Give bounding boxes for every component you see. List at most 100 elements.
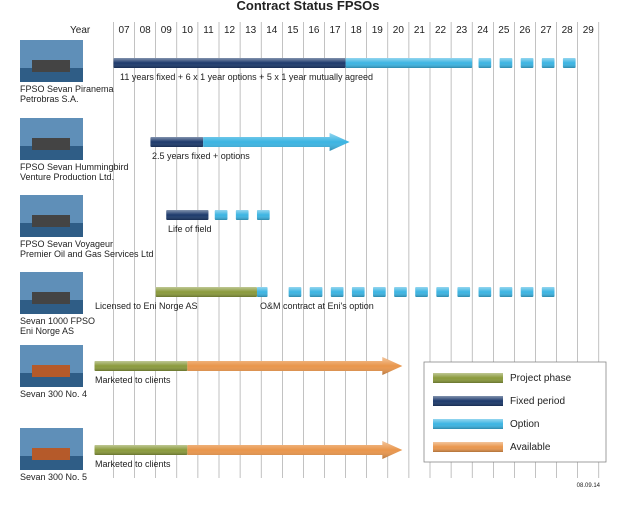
x-tick-label: 09	[161, 25, 173, 36]
x-tick-label: 10	[182, 25, 194, 36]
date: 08.09.14	[577, 483, 601, 489]
bar-segment	[113, 58, 346, 68]
bar-segment	[436, 287, 449, 297]
bar-note: Licensed to Eni Norge AS	[95, 301, 198, 311]
x-tick-label: 25	[498, 25, 510, 36]
row-label: FPSO Sevan Piranema	[20, 84, 114, 94]
bar-gloss	[187, 441, 403, 459]
bar-gloss	[288, 287, 302, 297]
x-tick-label: 16	[308, 25, 320, 36]
x-tick-label: 23	[456, 25, 468, 36]
legend-label: Fixed period	[510, 396, 565, 407]
x-tick-label: 27	[540, 25, 552, 36]
chart-title: Contract Status FPSOs	[236, 0, 379, 13]
bar-segment	[94, 445, 188, 455]
bar-segment	[94, 361, 188, 371]
x-tick-label: 28	[562, 25, 574, 36]
bar-gloss	[520, 58, 534, 68]
x-tick-label: 26	[519, 25, 531, 36]
bar-gloss	[415, 287, 428, 297]
bar-gloss	[150, 137, 204, 147]
bar-segment	[256, 210, 270, 220]
legend-label: Available	[510, 442, 551, 453]
bar-segment	[345, 58, 473, 68]
vessel-hull	[32, 292, 70, 304]
row-label: Eni Norge AS	[20, 326, 74, 336]
bar-segment	[256, 287, 268, 297]
bar-segment	[499, 58, 513, 68]
bar-note: 11 years fixed + 6 x 1 year options + 5 …	[120, 72, 373, 82]
vessel-hull	[32, 365, 70, 377]
x-tick-label: 22	[435, 25, 447, 36]
x-tick-label: 19	[372, 25, 384, 36]
bar-segment	[351, 287, 365, 297]
legend-gloss	[433, 419, 503, 429]
bar-gloss	[373, 287, 386, 297]
bar-segment	[520, 287, 534, 297]
x-tick-label: 20	[393, 25, 405, 36]
bar-gloss	[256, 210, 270, 220]
vessel-hull	[32, 215, 70, 227]
vessel-hull	[32, 138, 70, 150]
bar-segment	[187, 441, 403, 459]
bar-segment	[373, 287, 386, 297]
vessel-hull	[32, 60, 70, 72]
bar-segment	[187, 357, 403, 375]
bar-gloss	[187, 357, 403, 375]
bar-segment	[457, 287, 471, 297]
bar-gloss	[541, 58, 555, 68]
bar-gloss	[478, 287, 492, 297]
x-axis-label: Year	[70, 25, 91, 36]
bar-segment	[214, 210, 228, 220]
row-label: Petrobras S.A.	[20, 94, 79, 104]
bar-segment	[562, 58, 576, 68]
bar-segment	[499, 287, 513, 297]
bar-gloss	[562, 58, 576, 68]
bar-segment	[155, 287, 257, 297]
bar-gloss	[345, 58, 473, 68]
row-label: FPSO Sevan Hummingbird	[20, 162, 129, 172]
x-tick-label: 12	[224, 25, 236, 36]
x-tick-label: 11	[203, 25, 214, 36]
bar-gloss	[499, 287, 513, 297]
bar-note: Life of field	[168, 224, 212, 234]
row-label: Venture Production Ltd.	[20, 172, 114, 182]
legend-gloss	[433, 373, 503, 383]
bar-note: Marketed to clients	[95, 459, 171, 469]
bar-gloss	[113, 58, 346, 68]
x-tick-label: 08	[140, 25, 152, 36]
bar-gloss	[256, 287, 268, 297]
bar-segment	[309, 287, 323, 297]
bar-segment	[166, 210, 209, 220]
x-tick-label: 15	[287, 25, 299, 36]
bar-segment	[394, 287, 407, 297]
x-tick-label: 24	[477, 25, 489, 36]
bar-gloss	[155, 287, 257, 297]
row-label: Sevan 300 No. 5	[20, 472, 87, 482]
bar-note: 2.5 years fixed + options	[152, 151, 250, 161]
bar-segment	[203, 133, 350, 151]
bar-segment	[235, 210, 249, 220]
legend-gloss	[433, 442, 503, 452]
x-tick-label: 07	[118, 25, 130, 36]
bar-segment	[478, 287, 492, 297]
bar-note: Marketed to clients	[95, 375, 171, 385]
bar-segment	[415, 287, 428, 297]
x-tick-label: 18	[351, 25, 363, 36]
bar-gloss	[309, 287, 323, 297]
vessel-hull	[32, 448, 70, 460]
bar-gloss	[394, 287, 407, 297]
bar-gloss	[214, 210, 228, 220]
bar-segment	[288, 287, 302, 297]
bar-gloss	[235, 210, 249, 220]
x-tick-label: 21	[414, 25, 426, 36]
x-tick-label: 13	[245, 25, 257, 36]
legend-gloss	[433, 396, 503, 406]
legend-label: Project phase	[510, 373, 572, 384]
bar-note: O&M contract at Eni's option	[260, 301, 374, 311]
bar-gloss	[351, 287, 365, 297]
bar-gloss	[457, 287, 471, 297]
x-tick-label: 14	[266, 25, 278, 36]
row-label: Sevan 300 No. 4	[20, 389, 87, 399]
